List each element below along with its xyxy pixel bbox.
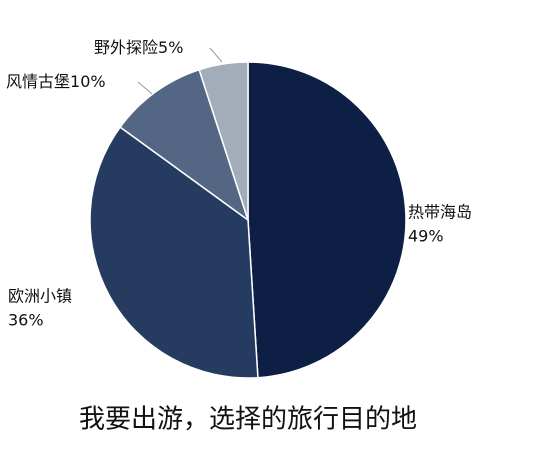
pie-slice xyxy=(89,126,259,379)
slice-label: 风情古堡10% xyxy=(6,72,106,91)
slice-label: 野外探险5% xyxy=(94,38,183,57)
pie-slice xyxy=(247,61,407,379)
slice-label: 欧洲小镇 xyxy=(8,287,72,306)
slice-value-label: 49% xyxy=(408,227,444,246)
slice-label: 热带海岛 xyxy=(408,203,472,222)
leader-line xyxy=(209,47,223,63)
pie-slice xyxy=(119,68,250,222)
chart-title: 我要出游，选择的旅行目的地 xyxy=(79,405,417,435)
slice-value-label: 10% xyxy=(70,72,106,91)
slice-value-label: 5% xyxy=(158,38,183,57)
pie-slice xyxy=(198,61,249,221)
slice-value-label: 36% xyxy=(8,311,44,330)
leader-line xyxy=(137,81,153,95)
slice-category: 野外探险 xyxy=(94,38,158,57)
slice-category: 风情古堡 xyxy=(6,72,70,91)
